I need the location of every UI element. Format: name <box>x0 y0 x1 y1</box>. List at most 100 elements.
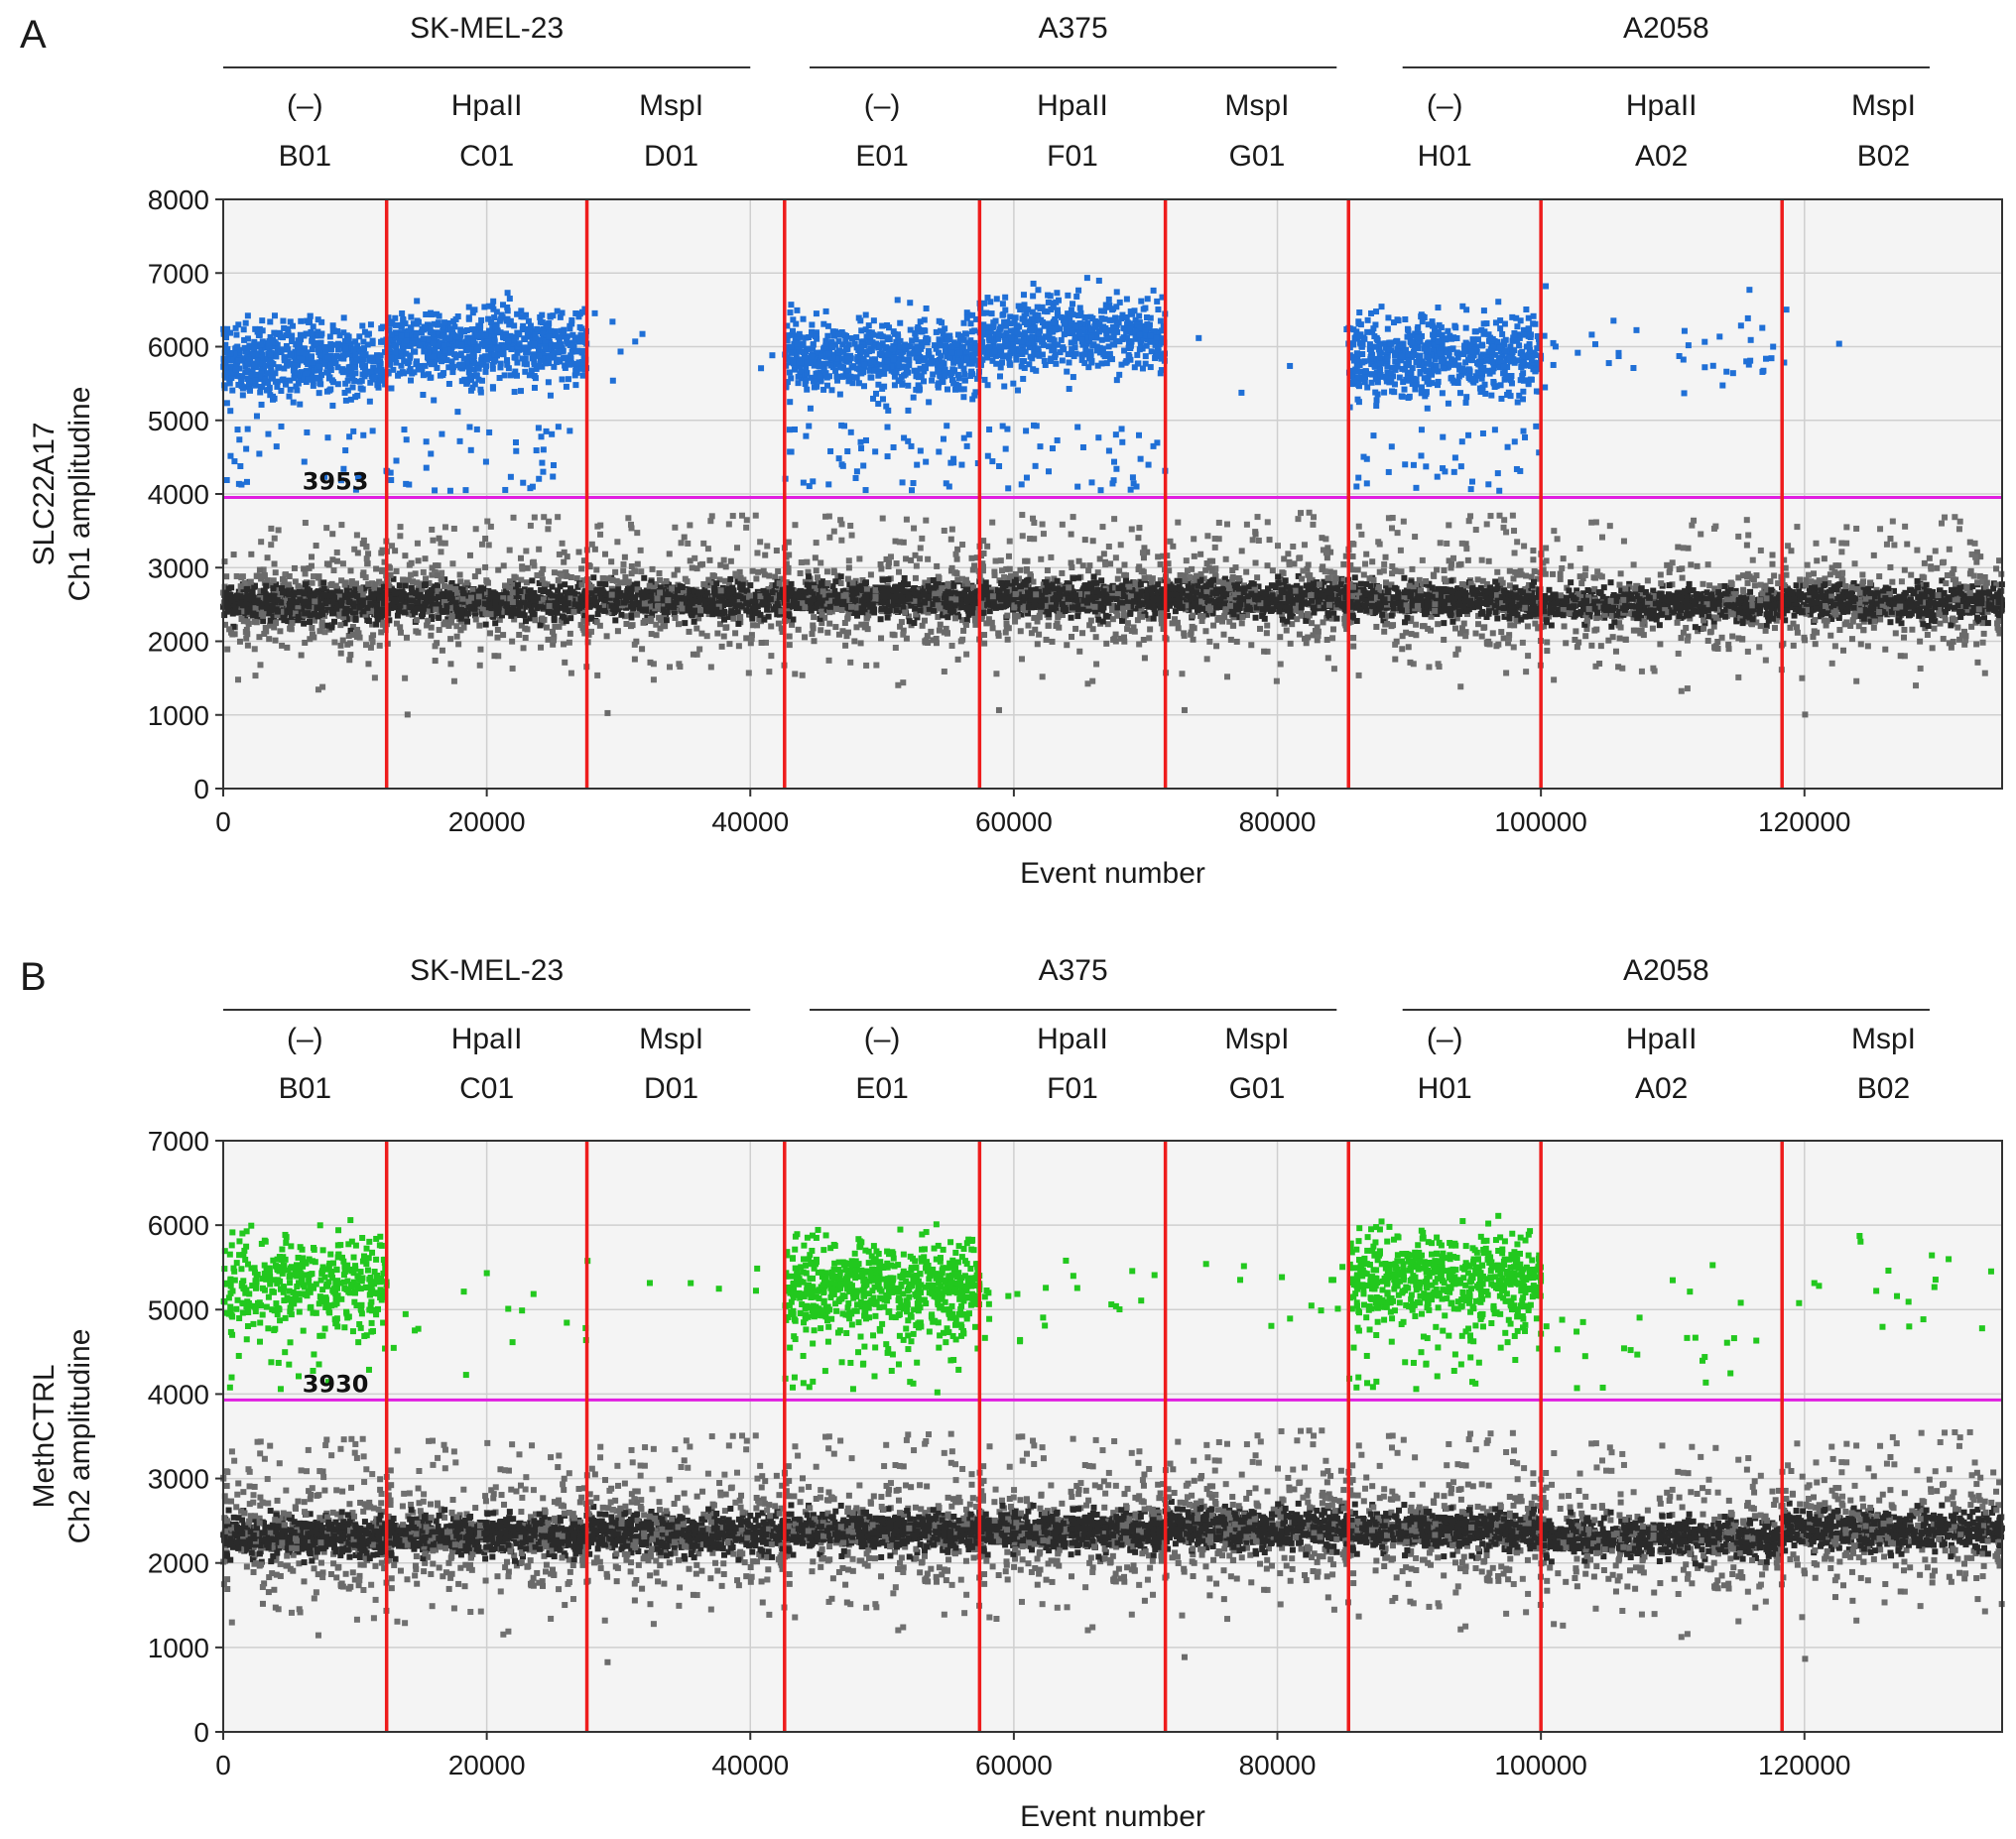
negative-droplet <box>287 573 293 579</box>
positive-droplet <box>273 353 279 359</box>
positive-droplet <box>236 436 242 442</box>
negative-droplet <box>286 592 292 598</box>
negative-droplet <box>295 583 301 589</box>
negative-droplet <box>338 643 344 649</box>
positive-droplet <box>337 332 343 338</box>
positive-droplet <box>318 319 324 325</box>
negative-droplet <box>244 627 250 633</box>
negative-droplet <box>258 539 264 545</box>
negative-droplet <box>281 617 287 623</box>
negative-droplet <box>373 622 379 628</box>
negative-droplet <box>447 584 453 590</box>
negative-droplet <box>237 601 243 607</box>
positive-droplet <box>360 339 366 345</box>
negative-droplet <box>266 636 272 642</box>
negative-droplet <box>346 608 352 614</box>
positive-droplet <box>224 477 230 483</box>
negative-droplet <box>244 586 250 592</box>
negative-droplet <box>297 589 303 595</box>
positive-droplet <box>224 326 230 332</box>
negative-droplet <box>286 581 292 587</box>
negative-droplet <box>360 572 366 578</box>
positive-droplet <box>233 332 239 338</box>
positive-droplet <box>375 368 381 374</box>
positive-droplet <box>311 383 316 389</box>
negative-droplet <box>366 618 372 624</box>
negative-droplet <box>415 541 421 547</box>
negative-droplet <box>464 619 470 625</box>
positive-droplet <box>227 380 233 386</box>
negative-droplet <box>347 640 353 646</box>
positive-droplet <box>367 355 373 361</box>
negative-droplet <box>567 615 573 621</box>
positive-droplet <box>346 433 352 439</box>
positive-droplet <box>318 332 324 338</box>
positive-droplet <box>243 320 249 326</box>
negative-droplet <box>524 579 530 585</box>
positive-droplet <box>350 346 356 352</box>
negative-droplet <box>338 522 344 528</box>
negative-droplet <box>472 573 478 579</box>
positive-droplet <box>361 345 367 351</box>
negative-droplet <box>248 579 254 585</box>
negative-droplet <box>370 639 376 645</box>
negative-droplet <box>353 617 359 623</box>
positive-droplet <box>342 345 348 351</box>
negative-droplet <box>373 565 379 571</box>
negative-droplet <box>238 616 244 622</box>
negative-droplet <box>365 581 371 587</box>
positive-droplet <box>375 355 381 361</box>
negative-droplet <box>370 632 376 638</box>
negative-droplet <box>280 589 286 595</box>
positive-droplet <box>366 331 372 337</box>
negative-droplet <box>397 533 403 539</box>
positive-droplet <box>289 338 295 344</box>
positive-droplet <box>304 429 310 435</box>
negative-droplet <box>403 582 409 588</box>
positive-droplet <box>350 384 356 390</box>
negative-droplet <box>552 615 558 621</box>
negative-droplet <box>316 628 322 634</box>
negative-droplet <box>368 645 374 651</box>
negative-droplet <box>546 519 552 525</box>
negative-droplet <box>477 663 483 669</box>
negative-droplet <box>307 619 313 625</box>
positive-droplet <box>313 340 318 346</box>
negative-droplet <box>495 627 501 633</box>
negative-droplet <box>260 618 266 624</box>
negative-droplet <box>273 569 279 575</box>
positive-droplet <box>224 400 230 406</box>
positive-droplet <box>264 370 270 376</box>
positive-droplet <box>270 394 276 400</box>
positive-droplet <box>350 429 356 434</box>
positive-droplet <box>331 356 337 362</box>
positive-droplet <box>360 386 366 392</box>
positive-droplet <box>271 330 277 336</box>
negative-droplet <box>231 552 237 557</box>
negative-droplet <box>319 619 325 625</box>
negative-droplet <box>257 662 263 668</box>
positive-droplet <box>242 345 248 351</box>
positive-droplet <box>257 389 263 395</box>
positive-droplet <box>278 334 284 340</box>
negative-droplet <box>329 531 335 537</box>
panel-A: A39530100020003000400050006000700080000 2… <box>20 12 2005 890</box>
positive-droplet <box>302 459 308 465</box>
positive-droplet <box>251 345 257 351</box>
negative-droplet <box>310 580 315 586</box>
positive-droplet <box>301 332 307 338</box>
negative-droplet <box>360 541 366 547</box>
positive-droplet <box>278 424 284 429</box>
negative-droplet <box>263 583 269 589</box>
negative-droplet <box>284 645 290 651</box>
positive-droplet <box>324 389 330 395</box>
positive-droplet <box>264 387 270 393</box>
negative-droplet <box>235 610 241 616</box>
positive-droplet <box>367 380 373 386</box>
negative-droplet <box>529 577 535 583</box>
positive-droplet <box>282 354 288 360</box>
positive-droplet <box>247 388 253 394</box>
negative-droplet <box>483 622 489 628</box>
negative-droplet <box>334 550 340 555</box>
positive-droplet <box>256 332 262 338</box>
